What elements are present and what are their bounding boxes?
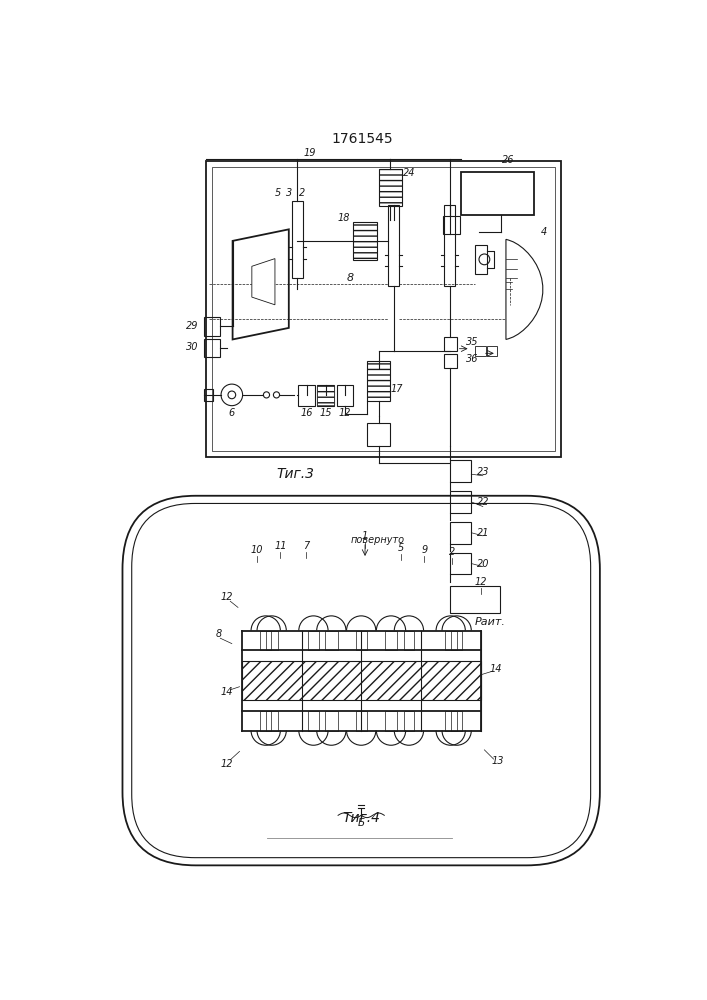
Text: 15: 15 [320, 408, 332, 418]
Bar [266, 631, 278, 650]
Bar [356, 711, 366, 731]
Bar [385, 711, 397, 731]
Bar [444, 354, 457, 368]
Text: 18: 18 [338, 213, 351, 223]
Text: 20: 20 [477, 559, 489, 569]
Text: 6: 6 [228, 408, 235, 418]
Text: 21: 21 [477, 528, 489, 538]
Text: 19: 19 [303, 148, 316, 158]
Ellipse shape [159, 594, 217, 636]
Bar [308, 631, 319, 650]
Bar [450, 491, 472, 513]
Text: 12: 12 [474, 577, 487, 587]
Bar [204, 389, 214, 401]
Bar [368, 423, 390, 446]
FancyBboxPatch shape [122, 496, 600, 865]
Text: 5: 5 [398, 543, 404, 553]
Bar [204, 339, 219, 357]
Ellipse shape [506, 725, 563, 767]
Bar [354, 222, 377, 260]
Text: 5: 5 [275, 188, 281, 198]
Text: 10: 10 [251, 545, 264, 555]
Bar [445, 631, 457, 650]
Bar [385, 631, 397, 650]
Bar [292, 201, 303, 278]
Text: 35: 35 [466, 337, 479, 347]
Bar [317, 385, 334, 406]
Ellipse shape [506, 594, 563, 636]
Text: 3: 3 [286, 188, 293, 198]
Bar [242, 661, 481, 700]
Text: 2: 2 [299, 188, 305, 198]
Text: 11: 11 [274, 541, 286, 551]
Text: 14: 14 [220, 687, 233, 697]
Text: 29: 29 [187, 321, 199, 331]
Text: 13: 13 [492, 756, 505, 766]
Text: Б: Б [358, 818, 365, 828]
Bar [379, 169, 402, 206]
Bar [317, 386, 334, 405]
Bar [325, 711, 337, 731]
Text: 2: 2 [449, 547, 455, 557]
Bar [356, 631, 366, 650]
Text: 17: 17 [390, 384, 403, 394]
Ellipse shape [159, 725, 217, 767]
Text: 8: 8 [216, 629, 222, 639]
Bar [260, 711, 271, 731]
Text: 8: 8 [347, 273, 354, 283]
Bar [206, 161, 561, 457]
Bar [404, 631, 414, 650]
Text: 9: 9 [421, 545, 428, 555]
Bar [204, 317, 219, 336]
Bar [308, 711, 319, 731]
Text: Τиг.3: Τиг.3 [276, 467, 315, 481]
Bar [451, 711, 462, 731]
Bar [461, 172, 534, 215]
Bar [475, 346, 486, 356]
Bar [450, 522, 472, 544]
Polygon shape [252, 259, 275, 305]
Text: 12: 12 [220, 759, 233, 769]
Text: 1761545: 1761545 [331, 132, 393, 146]
Bar [368, 361, 390, 401]
Bar [451, 631, 462, 650]
Bar [486, 346, 498, 356]
Bar [325, 631, 337, 650]
Bar [337, 385, 354, 406]
Bar [450, 586, 500, 613]
Polygon shape [233, 229, 288, 339]
Bar [404, 711, 414, 731]
Bar [444, 205, 455, 286]
Text: 23: 23 [477, 467, 489, 477]
Bar [266, 711, 278, 731]
Text: повернуто: повернуто [351, 535, 405, 545]
Text: 22: 22 [477, 497, 489, 507]
Text: Раит.: Раит. [475, 617, 506, 627]
Text: 1: 1 [362, 531, 368, 541]
Text: 24: 24 [403, 168, 415, 178]
Bar [212, 167, 555, 451]
Text: 16: 16 [300, 408, 312, 418]
Text: 12: 12 [220, 592, 233, 602]
Text: 30: 30 [187, 342, 199, 352]
Bar [450, 460, 472, 482]
Bar [298, 385, 315, 406]
Text: 7: 7 [303, 541, 309, 551]
Text: 4: 4 [542, 227, 547, 237]
Bar [445, 711, 457, 731]
Text: 26: 26 [502, 155, 515, 165]
Text: 12: 12 [339, 408, 351, 418]
Bar [444, 337, 457, 351]
Text: 14: 14 [490, 664, 502, 674]
Text: 36: 36 [466, 354, 479, 364]
Bar [388, 205, 399, 286]
Text: Τиг.4: Τиг.4 [342, 811, 380, 825]
Bar [475, 245, 487, 274]
Polygon shape [506, 239, 543, 339]
Bar [450, 553, 472, 574]
Bar [443, 216, 460, 234]
Bar [260, 631, 271, 650]
